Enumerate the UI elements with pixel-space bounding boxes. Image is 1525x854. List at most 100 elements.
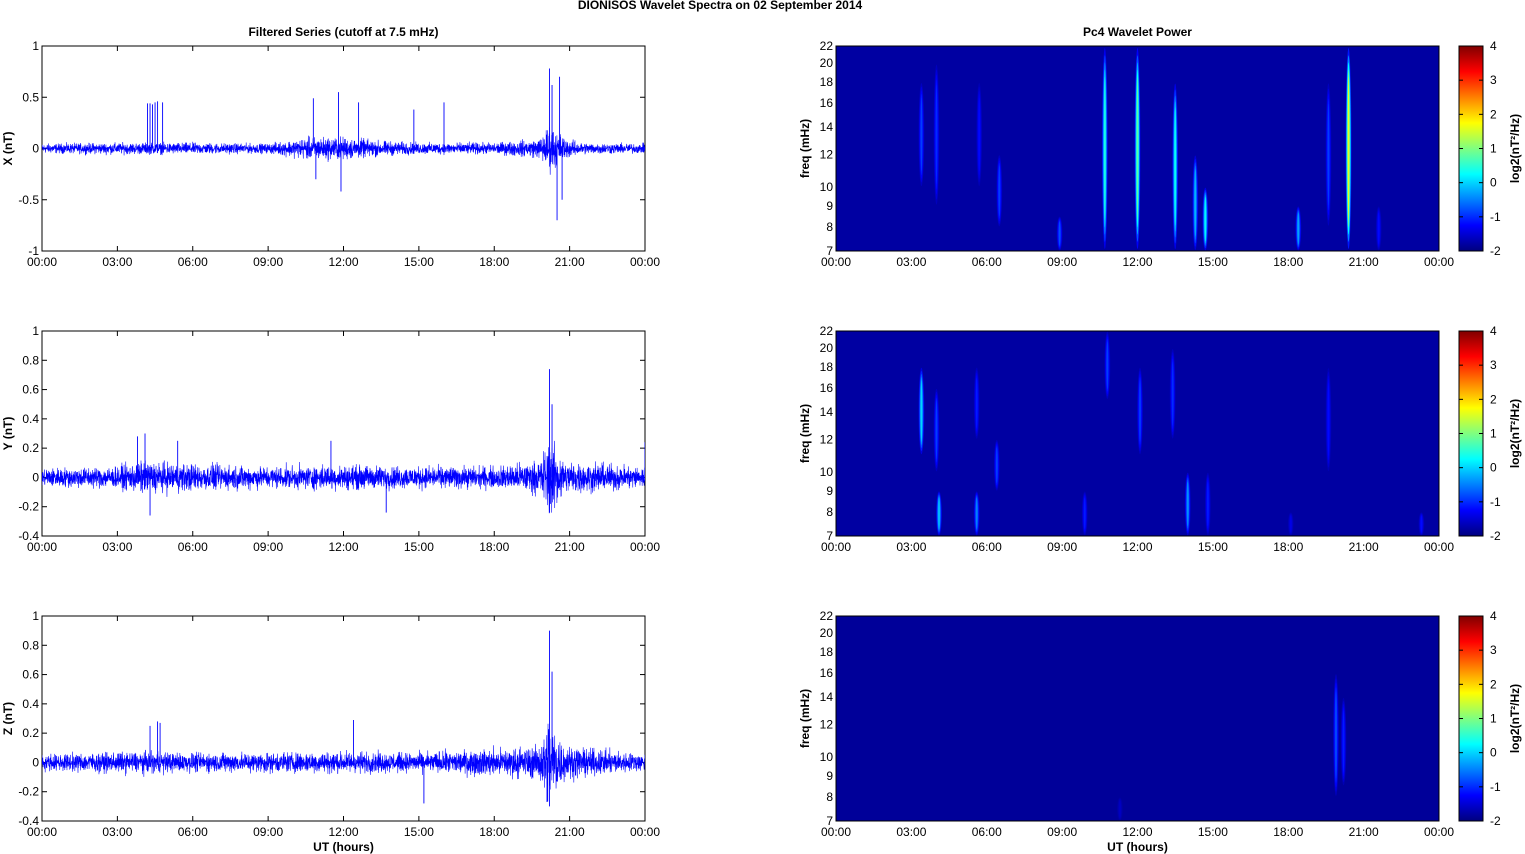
x-tick-label: 12:00: [1122, 255, 1152, 269]
colorbar-tick-label: 2: [1490, 107, 1497, 121]
x-tick-label: 09:00: [1047, 825, 1077, 839]
wavelet-feature: [1136, 76, 1139, 221]
wavelet-feature: [938, 497, 940, 530]
colorbar-tick-label: 1: [1490, 427, 1497, 441]
panel-y-filtered: 00:00 03:00 06:00 09:00 12:00 15:00 18:00 21:00…: [1, 324, 660, 554]
colorbar-tick-label: 2: [1490, 392, 1497, 406]
x-tick-label: 09:00: [1047, 255, 1077, 269]
x-tick-label: 18:00: [479, 540, 509, 554]
y-tick-label: 0.4: [22, 697, 39, 711]
x-tick-label: 00:00: [1424, 540, 1454, 554]
wavelet-feature: [975, 377, 978, 429]
colorbar-label: log2(nT²/Hz): [1508, 399, 1522, 468]
x-tick-label: 18:00: [1273, 255, 1303, 269]
y-axis-label: Z (nT): [1, 702, 15, 735]
wavelet-feature: [1139, 380, 1141, 442]
colorbar-tick-label: -2: [1490, 814, 1501, 828]
wavelet-feature: [1083, 497, 1086, 530]
y-axis-label: X (nT): [1, 132, 15, 166]
colorbar-tick-label: 0: [1490, 746, 1497, 760]
axes-frame-overlay: [835, 45, 1440, 252]
x-tick-label: 12:00: [328, 255, 358, 269]
wavelet-feature: [978, 97, 981, 172]
y-tick-label: 0.4: [22, 412, 39, 426]
panel-z-wavelet: 00:00 03:00 06:00 09:00 12:00 15:00 18:00 21:00…: [798, 609, 1522, 854]
y-tick-label: 18: [820, 645, 834, 659]
wavelet-feature: [998, 165, 1001, 217]
wavelet-feature: [975, 497, 978, 530]
series-line: [42, 440, 645, 514]
y-tick-label: -0.2: [18, 500, 39, 514]
x-tick-label: 18:00: [1273, 825, 1303, 839]
y-tick-label: 14: [820, 690, 834, 704]
x-tick-label: 18:00: [479, 825, 509, 839]
axes-frame: [41, 615, 646, 822]
wavelet-feature: [1119, 800, 1121, 818]
x-tick-label: 21:00: [555, 255, 585, 269]
x-tick-label: 18:00: [1273, 540, 1303, 554]
y-tick-label: -0.4: [18, 814, 39, 828]
y-tick-label: 0.6: [22, 668, 39, 682]
x-tick-label: 03:00: [896, 255, 926, 269]
y-tick-label: 16: [820, 96, 834, 110]
colorbar-tick-label: -1: [1490, 210, 1501, 224]
x-tick-label: 21:00: [1349, 255, 1379, 269]
x-tick-label: 00:00: [821, 540, 851, 554]
x-tick-label: 00:00: [27, 255, 57, 269]
x-tick-label: 03:00: [896, 825, 926, 839]
colorbar-tick-label: -2: [1490, 529, 1501, 543]
x-tick-label: 15:00: [404, 540, 434, 554]
y-tick-label: 8: [826, 505, 833, 519]
colorbar-tick-label: -1: [1490, 780, 1501, 794]
y-tick-label: 10: [820, 180, 834, 194]
wavelet-feature: [1289, 515, 1292, 533]
x-tick-label: 21:00: [555, 540, 585, 554]
x-tick-label: 15:00: [1198, 255, 1228, 269]
y-tick-label: 16: [820, 666, 834, 680]
colorbar-tick-label: 0: [1490, 176, 1497, 190]
wavelet-feature: [1058, 221, 1061, 246]
x-tick-label: 21:00: [1349, 540, 1379, 554]
colorbar-tick-label: -2: [1490, 244, 1501, 258]
y-axis-label: freq (mHz): [798, 404, 812, 463]
wavelet-feature: [935, 84, 938, 185]
y-tick-label: 0.8: [22, 353, 39, 367]
x-tick-label: 09:00: [1047, 540, 1077, 554]
colorbar-tick-label: 0: [1490, 461, 1497, 475]
panel-title: Pc4 Wavelet Power: [1083, 25, 1192, 39]
x-tick-label: 03:00: [896, 540, 926, 554]
colorbar-tick-label: 4: [1490, 39, 1497, 53]
y-tick-label: 10: [820, 750, 834, 764]
colorbar-tick-label: 1: [1490, 712, 1497, 726]
wavelet-feature: [1327, 382, 1330, 457]
y-tick-label: 1: [32, 324, 39, 338]
x-tick-label: 06:00: [178, 255, 208, 269]
x-tick-label: 21:00: [1349, 825, 1379, 839]
x-tick-label: 06:00: [178, 540, 208, 554]
y-tick-label: 18: [820, 75, 834, 89]
y-tick-label: 20: [820, 626, 834, 640]
wavelet-feature: [1106, 341, 1109, 390]
y-tick-label: 7: [826, 529, 833, 543]
wavelet-feature: [1420, 515, 1423, 533]
x-tick-label: 00:00: [630, 255, 660, 269]
y-tick-label: 12: [820, 148, 834, 162]
wavelet-feature: [1342, 710, 1345, 773]
x-tick-label: 00:00: [1424, 255, 1454, 269]
y-tick-label: 20: [820, 341, 834, 355]
y-tick-label: 20: [820, 56, 834, 70]
x-tick-label: 18:00: [479, 255, 509, 269]
y-tick-label: 0: [32, 142, 39, 156]
colorbar-tick-label: 3: [1490, 358, 1497, 372]
y-tick-label: 0.6: [22, 383, 39, 397]
x-tick-label: 15:00: [404, 825, 434, 839]
y-tick-label: 22: [820, 609, 834, 623]
wavelet-feature: [1297, 212, 1300, 245]
x-tick-label: 03:00: [102, 255, 132, 269]
wavelet-feature: [1186, 481, 1189, 527]
wavelet-feature: [935, 400, 938, 460]
x-tick-label: 15:00: [404, 255, 434, 269]
wavelet-feature: [1194, 168, 1197, 237]
y-axis-label: Y (nT): [1, 417, 15, 451]
x-tick-label: 00:00: [821, 255, 851, 269]
